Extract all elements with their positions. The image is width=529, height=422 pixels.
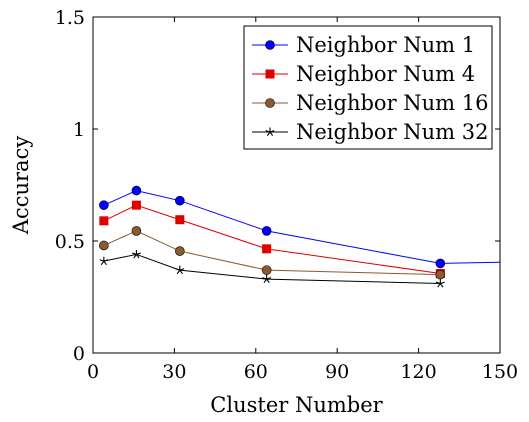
legend-item: Neighbor Num 1	[252, 33, 475, 57]
series-3	[99, 226, 446, 280]
data-point-marker	[435, 279, 445, 288]
y-tick-label: 0.5	[55, 231, 85, 253]
x-tick-label: 90	[325, 361, 349, 383]
x-axis-label: Cluster Number	[210, 393, 383, 417]
y-tick-label: 1.5	[55, 7, 85, 29]
data-point-marker	[131, 200, 141, 210]
series-1	[99, 185, 500, 269]
data-point-marker	[175, 265, 185, 275]
data-point-marker	[261, 226, 272, 236]
data-point-marker	[265, 40, 275, 50]
data-point-marker	[99, 240, 109, 251]
data-point-marker	[131, 226, 142, 236]
legend-item: Neighbor Num 32	[252, 120, 489, 144]
y-tick-label: 0	[73, 343, 85, 365]
x-tick-label: 150	[482, 361, 518, 383]
y-axis-label: Accuracy	[9, 136, 33, 236]
data-point-marker	[175, 246, 185, 256]
data-point-marker	[265, 98, 275, 108]
data-point-marker	[99, 256, 109, 266]
data-point-marker	[99, 200, 109, 210]
series-line	[103, 230, 441, 276]
x-tick-label: 30	[162, 361, 186, 383]
series-2	[99, 200, 445, 278]
legend-box	[243, 25, 493, 150]
data-point-marker	[175, 215, 185, 225]
plot-frame	[92, 16, 501, 354]
data-point-marker	[262, 244, 272, 254]
legend-item: Neighbor Num 4	[252, 62, 475, 86]
legend-item: Neighbor Num 16	[252, 91, 489, 115]
data-point-marker	[131, 249, 141, 259]
data-point-marker	[435, 258, 446, 269]
data-point-marker	[262, 274, 272, 284]
data-point-marker	[265, 127, 275, 136]
data-point-marker	[435, 269, 446, 280]
x-tick-label: 120	[400, 361, 436, 383]
legend-label: Neighbor Num 32	[296, 120, 489, 144]
series-line	[103, 190, 500, 264]
data-point-marker	[175, 195, 185, 206]
ticks-layer: 0 30 60 90 120 150 0 0.5 1 1.5	[55, 7, 518, 383]
data-point-marker	[99, 216, 109, 226]
series-layer	[99, 185, 500, 288]
x-tick-label: 0	[87, 361, 99, 383]
data-point-marker	[261, 265, 272, 275]
series-line	[103, 253, 441, 285]
y-tick-label: 1	[73, 119, 85, 141]
legend-label: Neighbor Num 16	[296, 91, 489, 115]
series-4	[99, 249, 445, 288]
x-tick-label: 60	[244, 361, 268, 383]
legend-label: Neighbor Num 4	[296, 62, 475, 86]
legend: Neighbor Num 1 Neighbor Num 4 Neighbor Num…	[243, 25, 493, 150]
legend-label: Neighbor Num 1	[296, 33, 475, 57]
data-point-marker	[131, 185, 142, 196]
data-point-marker	[265, 69, 275, 79]
